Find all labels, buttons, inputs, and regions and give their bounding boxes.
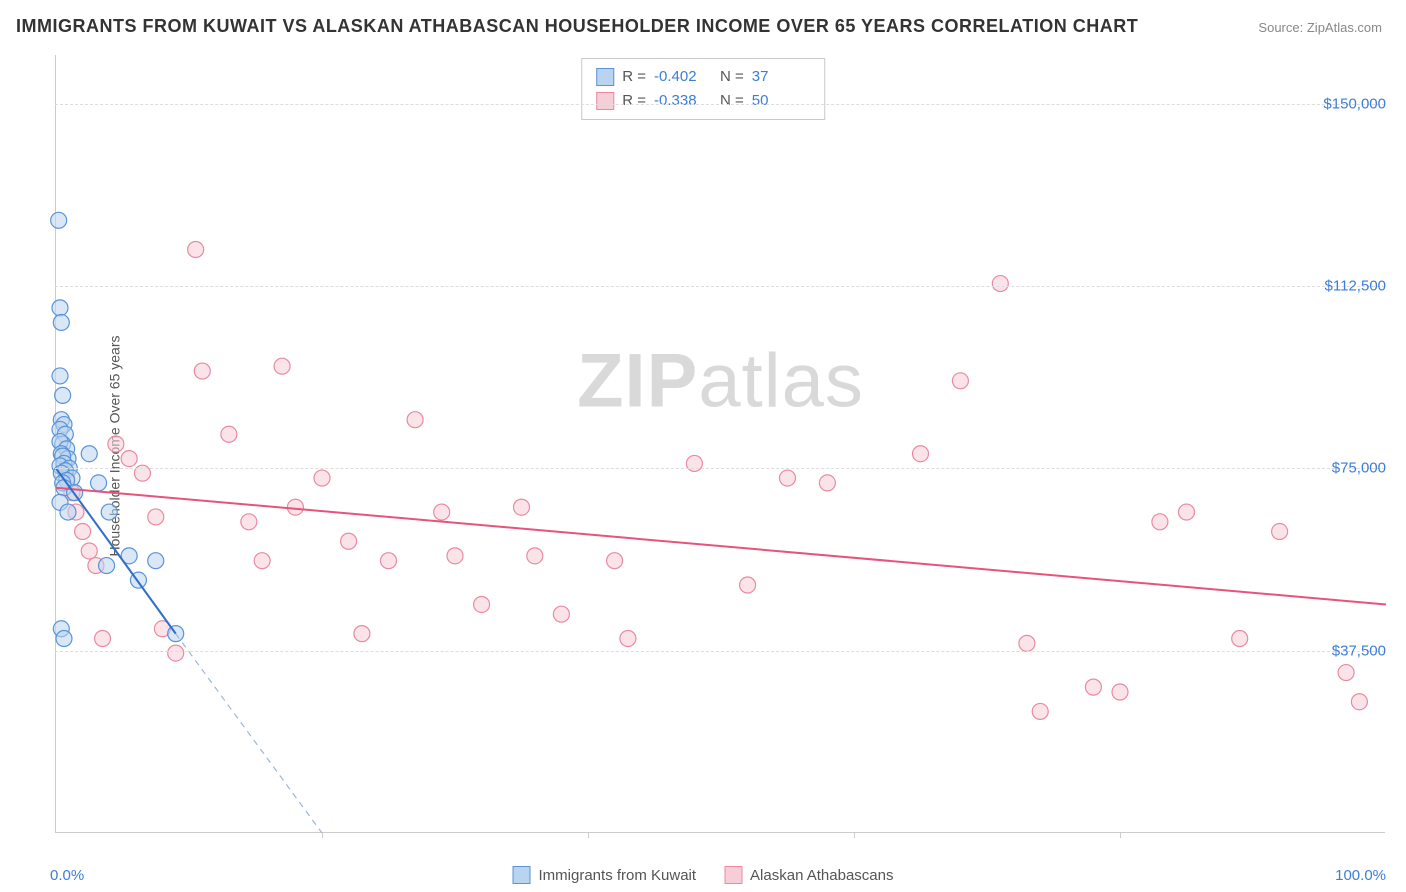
scatter-point [194,363,210,379]
scatter-point [1351,694,1367,710]
stat-r-athabascan: -0.338 [654,89,712,113]
scatter-point [56,631,72,647]
x-tick-mark [588,832,589,838]
scatter-point [381,553,397,569]
x-tick-mark [854,832,855,838]
scatter-point [780,470,796,486]
x-tick-mark [322,832,323,838]
scatter-point [91,475,107,491]
stat-r-label: R = [622,65,646,89]
legend-stats-row-athabascan: R = -0.338 N = 50 [596,89,810,113]
y-tick-label: $112,500 [1325,277,1386,294]
scatter-point [148,509,164,525]
scatter-point [354,626,370,642]
y-tick-label: $75,000 [1332,460,1386,477]
source-value: ZipAtlas.com [1307,20,1382,35]
scatter-point [53,314,69,330]
legend-label-athabascan: Alaskan Athabascans [750,867,893,884]
legend-item-athabascan: Alaskan Athabascans [724,866,893,884]
scatter-point [188,242,204,258]
scatter-point [1112,684,1128,700]
scatter-point [241,514,257,530]
scatter-point [1085,679,1101,695]
scatter-point [1338,665,1354,681]
scatter-point [121,451,137,467]
scatter-point [168,645,184,661]
scatter-point [740,577,756,593]
scatter-svg [56,55,1385,832]
stat-r-kuwait: -0.402 [654,65,712,89]
scatter-point [553,606,569,622]
scatter-point [607,553,623,569]
legend-bottom: Immigrants from Kuwait Alaskan Athabasca… [513,866,894,884]
scatter-point [221,426,237,442]
stat-n-kuwait: 37 [752,65,810,89]
gridline-horizontal [55,651,1385,652]
x-tick-label-max: 100.0% [1335,867,1386,884]
scatter-point [52,368,68,384]
gridline-horizontal [55,104,1385,105]
y-tick-label: $150,000 [1323,95,1386,112]
scatter-point [81,446,97,462]
scatter-point [407,412,423,428]
scatter-point [1179,504,1195,520]
swatch-kuwait-icon [513,866,531,884]
scatter-point [620,631,636,647]
source-attribution: Source: ZipAtlas.com [1258,20,1382,35]
scatter-point [992,276,1008,292]
source-label: Source: [1258,20,1303,35]
scatter-point [913,446,929,462]
swatch-athabascan-icon [596,92,614,110]
scatter-point [1032,703,1048,719]
scatter-point [434,504,450,520]
scatter-point [514,499,530,515]
scatter-point [952,373,968,389]
scatter-point [527,548,543,564]
scatter-point [819,475,835,491]
trend-line [176,634,322,833]
scatter-point [1232,631,1248,647]
stat-n-label: N = [720,89,744,113]
legend-stats-row-kuwait: R = -0.402 N = 37 [596,65,810,89]
scatter-point [101,504,117,520]
scatter-point [55,387,71,403]
legend-item-kuwait: Immigrants from Kuwait [513,866,697,884]
chart-title: IMMIGRANTS FROM KUWAIT VS ALASKAN ATHABA… [16,16,1138,37]
scatter-point [254,553,270,569]
scatter-point [51,212,67,228]
scatter-point [99,558,115,574]
x-tick-mark [1120,832,1121,838]
legend-label-kuwait: Immigrants from Kuwait [539,867,697,884]
scatter-point [341,533,357,549]
swatch-kuwait-icon [596,68,614,86]
gridline-horizontal [55,286,1385,287]
swatch-athabascan-icon [724,866,742,884]
gridline-horizontal [55,468,1385,469]
legend-stats-box: R = -0.402 N = 37 R = -0.338 N = 50 [581,58,825,120]
scatter-point [75,524,91,540]
stat-n-label: N = [720,65,744,89]
x-tick-label-min: 0.0% [50,867,84,884]
scatter-point [314,470,330,486]
scatter-point [60,504,76,520]
scatter-point [95,631,111,647]
scatter-point [447,548,463,564]
stat-r-label: R = [622,89,646,113]
scatter-point [81,543,97,559]
scatter-point [148,553,164,569]
y-tick-label: $37,500 [1332,642,1386,659]
stat-n-athabascan: 50 [752,89,810,113]
scatter-point [287,499,303,515]
scatter-point [52,300,68,316]
scatter-point [1019,635,1035,651]
scatter-point [108,436,124,452]
chart-plot-area: ZIPatlas [55,55,1385,833]
scatter-point [274,358,290,374]
scatter-point [1152,514,1168,530]
scatter-point [1272,524,1288,540]
scatter-point [474,596,490,612]
